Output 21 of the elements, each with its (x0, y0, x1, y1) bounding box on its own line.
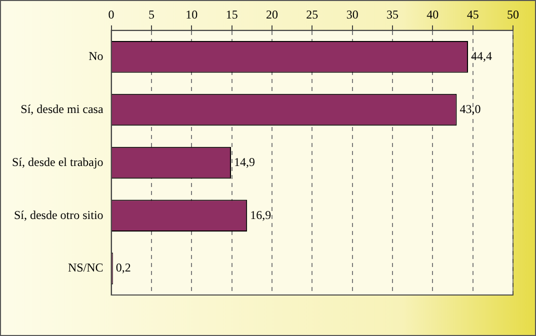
y-tick-label: NS/NC (68, 260, 104, 275)
x-tick-label: 35 (386, 7, 398, 22)
x-tick-label: 5 (148, 7, 154, 22)
y-tick-label: No (88, 49, 104, 64)
data-label: 14,9 (234, 154, 256, 169)
data-label: 0,2 (116, 260, 131, 275)
data-label: 16,9 (250, 208, 272, 222)
x-tick-label: 45 (466, 7, 479, 22)
x-tick-label: 0 (108, 7, 114, 22)
x-tick-label: 40 (426, 7, 439, 22)
x-tick-label: 20 (266, 7, 278, 22)
x-tick-label: 50 (507, 7, 519, 22)
x-tick-label: 25 (306, 7, 318, 22)
y-tick-label: Sí, desde mi casa (20, 102, 104, 116)
y-tick-label: Sí, desde otro sitio (14, 208, 104, 222)
data-label: 44,4 (471, 49, 492, 64)
x-tick-label: 15 (226, 7, 238, 22)
x-tick-label: 30 (346, 7, 358, 22)
x-tick-label: 10 (186, 7, 198, 22)
y-tick-label: Sí, desde el trabajo (12, 154, 104, 169)
data-label: 43,0 (460, 102, 481, 116)
